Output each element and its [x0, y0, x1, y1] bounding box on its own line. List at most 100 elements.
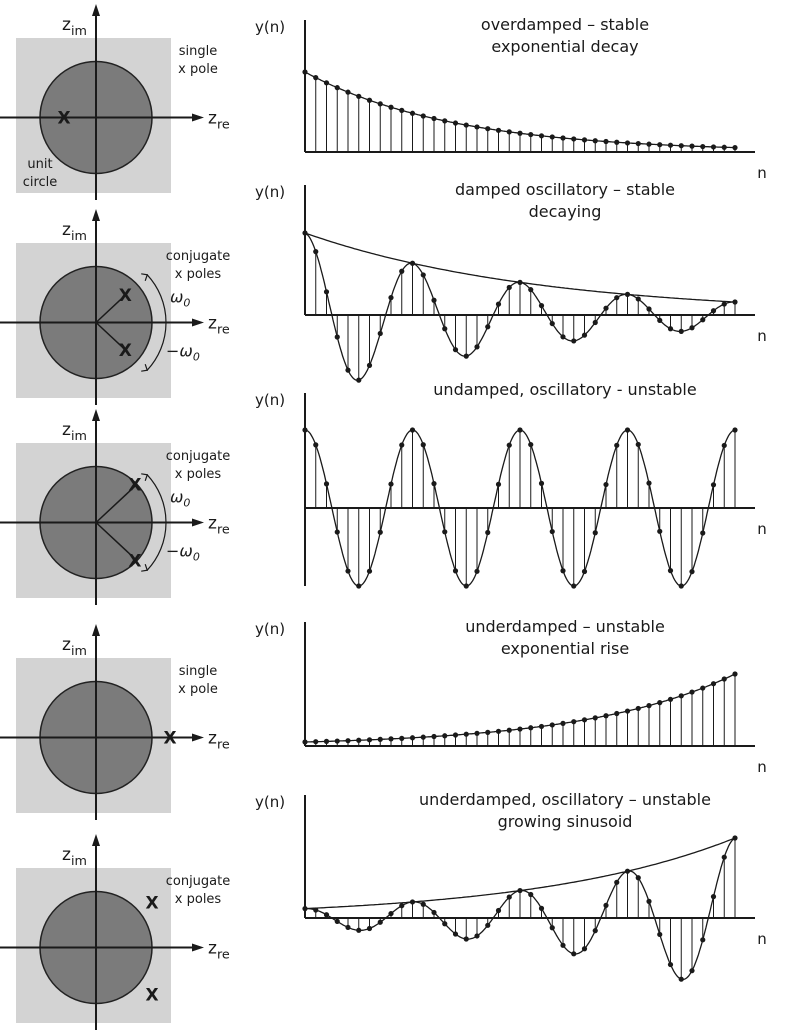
sample-point — [345, 89, 351, 95]
sample-point — [442, 529, 448, 535]
sample-point — [721, 144, 727, 150]
sample-point — [700, 317, 706, 323]
sample-point — [474, 124, 480, 130]
sample-point — [323, 912, 330, 918]
sample-point — [442, 733, 448, 739]
pole-marker: X — [128, 552, 141, 572]
angle-arc — [146, 274, 167, 371]
sample-point — [571, 951, 577, 957]
sample-point — [571, 136, 577, 142]
pole-marker: X — [119, 286, 132, 306]
sample-point — [474, 933, 480, 939]
sample-point — [506, 284, 512, 291]
sample-point — [528, 441, 534, 448]
angle-arrow-lower — [141, 364, 149, 372]
sample-point — [560, 568, 566, 574]
pole-label-line2: x poles — [175, 467, 222, 482]
sample-point — [528, 725, 534, 731]
sample-point — [313, 739, 319, 745]
sample-point — [678, 976, 684, 982]
sample-point — [635, 875, 641, 881]
sample-point — [614, 139, 620, 145]
pole-label-line1: single — [179, 44, 218, 59]
sample-point — [646, 141, 652, 147]
sample-point — [323, 289, 330, 295]
sample-point — [506, 442, 512, 448]
sample-point — [420, 901, 426, 907]
sample-point — [603, 713, 609, 719]
sample-point — [517, 279, 523, 285]
sample-point — [399, 107, 405, 113]
sample-point — [409, 899, 416, 905]
sample-point — [528, 131, 534, 138]
unit-circle-label-line2: circle — [23, 175, 58, 190]
sample-point — [442, 118, 448, 124]
real-axis-arrow — [192, 113, 204, 122]
plot-title-line1: underdamped, oscillatory – unstable — [419, 790, 711, 809]
real-axis-arrow — [192, 518, 204, 527]
real-axis-arrow — [192, 318, 204, 327]
sample-point — [323, 80, 330, 86]
sample-point — [657, 317, 663, 323]
sample-point — [614, 879, 620, 885]
z-plane-panel: zim zre single x pole X — [0, 624, 230, 820]
sample-point — [700, 530, 706, 536]
sample-point — [377, 736, 383, 742]
sample-point — [614, 295, 620, 301]
sample-point — [463, 122, 469, 128]
sample-point — [431, 297, 437, 303]
omega-label: ω0 — [170, 488, 190, 510]
sample-point — [388, 295, 394, 301]
sample-point — [409, 427, 416, 433]
pole-label-line2: x pole — [178, 682, 218, 697]
sample-point — [635, 441, 641, 448]
x-axis-label: n — [757, 520, 767, 538]
sample-point — [323, 481, 330, 487]
row-3: zim zre conjugate x poles X Xω0 −ω0 y(n) n undamp… — [0, 380, 767, 605]
sample-point — [710, 894, 717, 900]
angle-arrow-lower — [141, 564, 149, 572]
sample-point — [646, 898, 652, 904]
plot-title-line2: decaying — [529, 202, 602, 221]
pole-marker: X — [163, 729, 176, 749]
sample-point — [549, 134, 555, 140]
sample-point — [538, 303, 545, 309]
sample-point — [721, 676, 727, 682]
pole-radius-lower — [95, 321, 126, 351]
sample-point — [334, 738, 340, 744]
sample-point — [689, 143, 695, 149]
angle-arc — [146, 474, 167, 571]
sample-point — [431, 733, 437, 740]
sample-point — [549, 528, 555, 535]
sample-point — [571, 338, 577, 344]
sample-point — [624, 140, 631, 146]
sample-point — [463, 936, 469, 942]
sample-point — [485, 324, 491, 330]
plot-title-line1: undamped, oscillatory - unstable — [433, 380, 696, 399]
sample-point — [442, 921, 448, 927]
sample-point — [517, 130, 523, 136]
pole-marker: X — [128, 475, 141, 495]
sample-point — [657, 700, 663, 706]
sample-point — [560, 334, 566, 340]
sample-point — [420, 113, 426, 119]
sample-point — [409, 735, 416, 741]
sample-point — [474, 568, 480, 574]
sample-point — [420, 442, 426, 448]
sample-point — [571, 719, 577, 725]
real-axis-label: zre — [208, 729, 230, 753]
sample-point — [678, 583, 684, 589]
sample-point — [474, 730, 480, 736]
sample-point — [431, 115, 437, 122]
imag-axis-arrow — [92, 834, 100, 846]
sample-point — [399, 442, 405, 448]
time-plot: y(n) n damped oscillatory – stable decaying — [255, 180, 767, 383]
sample-point — [334, 334, 340, 340]
sample-point — [366, 362, 373, 368]
sample-point — [366, 568, 373, 574]
sample-point — [356, 927, 362, 933]
pole-marker: X — [57, 109, 70, 129]
sample-point — [431, 481, 437, 487]
pole-radius-lower — [95, 521, 138, 562]
